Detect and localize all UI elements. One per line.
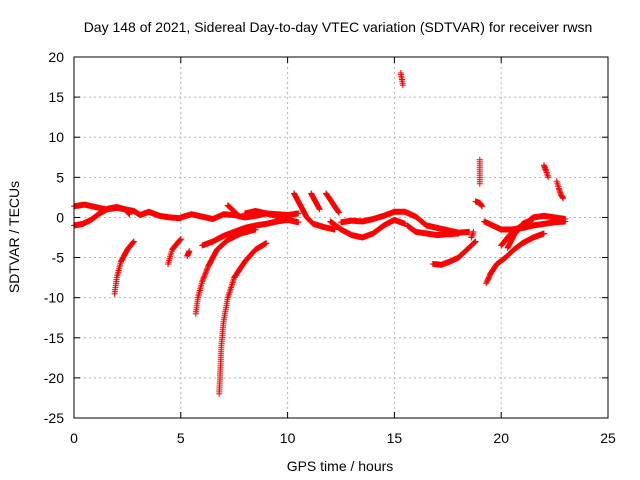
- series-arc-j: [224, 202, 240, 217]
- series-arc-n: [323, 190, 342, 216]
- series-arc-r: [404, 222, 462, 239]
- y-tick-label: -15: [44, 330, 64, 346]
- series-arc-f: [192, 226, 259, 317]
- x-tick-label: 0: [70, 430, 78, 446]
- x-tick-label: 20: [493, 430, 509, 446]
- series-markers: [504, 216, 537, 251]
- series-arc-h: [199, 216, 302, 249]
- series-arc-c: [111, 238, 137, 297]
- y-tick-labels: -25 -20 -15 -10 -5 0 5 10 15 20: [44, 49, 64, 426]
- series-arc-o: [327, 216, 409, 241]
- series-arc-q: [397, 70, 406, 89]
- series-markers: [404, 222, 462, 239]
- grid-lines: [74, 57, 608, 418]
- y-tick-label: 15: [48, 89, 64, 105]
- series-markers: [553, 178, 567, 202]
- series-arc-m: [308, 190, 323, 213]
- series-markers: [540, 162, 552, 181]
- y-tick-label: 20: [48, 49, 64, 65]
- y-tick-label: -10: [44, 290, 64, 306]
- x-axis-label: GPS time / hours: [287, 458, 394, 474]
- x-tick-label: 10: [280, 430, 296, 446]
- x-tick-label: 15: [387, 430, 403, 446]
- series-arc-u: [472, 198, 485, 210]
- series-markers: [476, 156, 483, 187]
- series-arc-s: [429, 238, 479, 268]
- x-tick-label: 5: [177, 430, 185, 446]
- y-tick-label: -20: [44, 370, 64, 386]
- series-arc-l: [291, 190, 338, 233]
- series-markers: [472, 198, 485, 210]
- series-markers: [308, 190, 323, 213]
- data-points: [71, 70, 569, 397]
- series-markers: [429, 238, 479, 268]
- x-tick-label: 25: [600, 430, 616, 446]
- series-arc-aa: [540, 162, 552, 181]
- plot-frame: [73, 56, 609, 419]
- series-arc-w: [483, 230, 547, 287]
- series-markers: [241, 208, 291, 219]
- series-markers: [165, 236, 184, 267]
- series-arc-z: [504, 216, 537, 251]
- y-tick-label: 0: [56, 209, 64, 225]
- series-markers: [199, 216, 302, 249]
- series-markers: [184, 248, 193, 259]
- series-markers: [224, 202, 240, 217]
- axis-ticks: [73, 56, 609, 419]
- y-tick-label: -25: [44, 410, 64, 426]
- y-tick-label: 10: [48, 129, 64, 145]
- series-markers: [397, 70, 406, 89]
- series-arc-k: [241, 208, 291, 219]
- y-axis-label: SDTVAR / TECUs: [6, 181, 22, 293]
- series-markers: [291, 190, 338, 233]
- series-markers: [192, 226, 259, 317]
- series-arc-v: [476, 156, 483, 187]
- y-tick-label: 5: [56, 169, 64, 185]
- series-markers: [323, 190, 342, 216]
- series-arc-d: [165, 236, 184, 267]
- series-markers: [483, 230, 547, 287]
- series-markers: [468, 228, 477, 241]
- series-arc-e: [184, 248, 193, 259]
- series-markers: [216, 240, 270, 397]
- y-tick-label: -5: [52, 250, 65, 266]
- series-arc-t: [468, 228, 477, 241]
- x-tick-labels: 0 5 10 15 20 25: [70, 430, 616, 446]
- series-arc-bb: [553, 178, 567, 202]
- series-markers: [111, 238, 137, 297]
- series-arc-g: [216, 240, 270, 397]
- series-markers: [327, 216, 409, 241]
- chart-title: Day 148 of 2021, Sidereal Day-to-day VTE…: [84, 19, 593, 35]
